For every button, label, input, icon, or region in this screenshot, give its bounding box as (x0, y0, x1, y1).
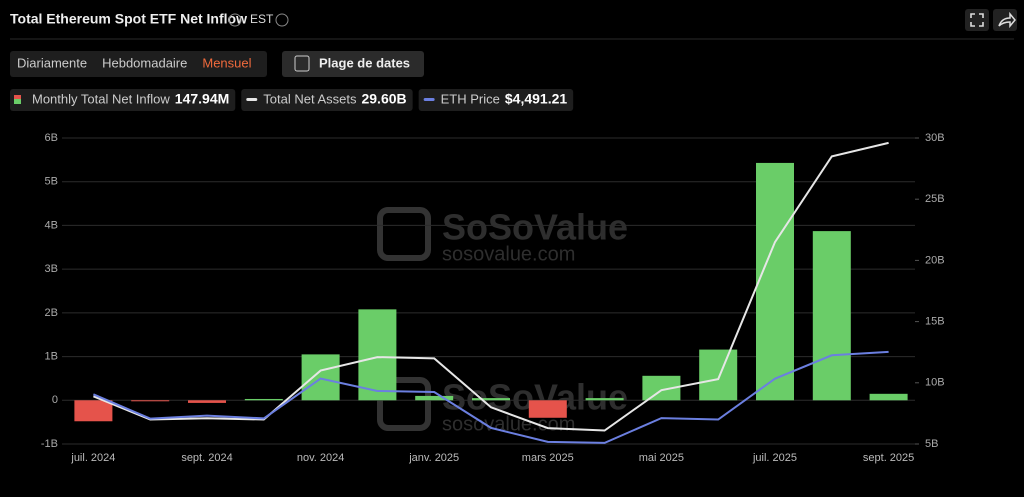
share-icon (998, 11, 1016, 29)
y-tick-label: 3B (45, 263, 58, 275)
bar[interactable] (131, 400, 170, 402)
title: Total Ethereum Spot ETF Net Inflow (10, 11, 247, 27)
plot: -1B 0 1B 2B 3B 4B 5B 6B 5B 10B 15B 20B 25B 30B juil. 2… (41, 132, 945, 464)
period-option[interactable]: Hebdomadaire (102, 55, 187, 70)
y2-tick-label: 5B (925, 438, 938, 450)
x-tick-label: janv. 2025 (408, 452, 459, 464)
y2-tick-label: 20B (925, 254, 945, 266)
legend-label: Total Net Assets (263, 91, 357, 106)
legend-value: 29.60B (361, 91, 406, 107)
bar[interactable] (74, 400, 113, 422)
legend-value: 147.94M (175, 91, 229, 107)
info-icon[interactable] (275, 13, 289, 27)
x-tick-label: juil. 2025 (752, 452, 797, 464)
legend-bg (10, 89, 236, 111)
x-tick-label: mars 2025 (522, 452, 574, 464)
bar[interactable] (528, 400, 567, 418)
legend-bg (418, 89, 574, 111)
x-tick-label: sept. 2025 (863, 452, 914, 464)
legend-swatch (14, 99, 21, 104)
x-tick-label: juil. 2024 (70, 452, 115, 464)
legend-bg (241, 89, 413, 111)
fullscreen-icon (970, 13, 984, 27)
bar[interactable] (415, 395, 454, 401)
x-tick-label: mai 2025 (639, 452, 684, 464)
y-tick-label: 2B (45, 307, 58, 319)
period-option[interactable]: Diariamente (17, 55, 87, 70)
legend-swatch (423, 98, 435, 101)
bar[interactable] (358, 309, 397, 401)
bar[interactable] (756, 162, 794, 401)
bar[interactable] (472, 398, 510, 401)
legend-item[interactable]: ETH Price $4,491.21 (418, 89, 574, 111)
calendar-icon (294, 55, 310, 72)
watermark-logo (377, 207, 431, 261)
watermark-brand: SoSoValue (442, 207, 628, 248)
line (93, 141, 889, 432)
y2-tick-label: 15B (925, 316, 945, 328)
bar[interactable] (585, 398, 624, 401)
y2-tick-label: 30B (925, 132, 945, 144)
watermark-site: sosovalue.com (442, 243, 575, 265)
watermark-logo (377, 377, 431, 431)
x-tick-label: nov. 2024 (297, 452, 345, 464)
period-option[interactable]: Mensuel (202, 55, 251, 70)
legend-swatch (14, 95, 21, 99)
legend-label: Monthly Total Net Inflow (32, 91, 170, 106)
y-tick-label: 6B (45, 132, 58, 144)
bar[interactable] (301, 354, 340, 401)
y-tick-label: 5B (45, 176, 58, 188)
timezone: EST (250, 12, 274, 26)
bar[interactable] (812, 231, 851, 401)
x-tick-label: sept. 2024 (181, 452, 232, 464)
legend-item[interactable]: Total Net Assets 29.60B (241, 89, 413, 111)
share-button[interactable] (993, 9, 1017, 31)
bar[interactable] (188, 400, 226, 403)
y2-tick-label: 10B (925, 377, 945, 389)
y-tick-label: 4B (45, 219, 58, 231)
y-tick-label: 0 (52, 394, 58, 406)
date-range-label: Plage de dates (319, 55, 410, 70)
line (93, 350, 889, 444)
date-range-button[interactable] (282, 51, 424, 77)
legend-value: $4,491.21 (505, 91, 567, 107)
period-group (10, 51, 267, 77)
y2-tick-label: 25B (925, 193, 945, 205)
legend-swatch (246, 98, 258, 101)
fullscreen-button[interactable] (965, 9, 989, 31)
info-icon[interactable] (228, 13, 242, 27)
legend-label: ETH Price (441, 91, 500, 106)
bar[interactable] (699, 349, 738, 401)
legend-item[interactable]: Monthly Total Net Inflow 147.94M (10, 89, 236, 111)
y-tick-label: 1B (45, 350, 58, 362)
y-tick-label: -1B (41, 438, 58, 450)
bar[interactable] (244, 398, 283, 401)
bar[interactable] (869, 393, 908, 401)
